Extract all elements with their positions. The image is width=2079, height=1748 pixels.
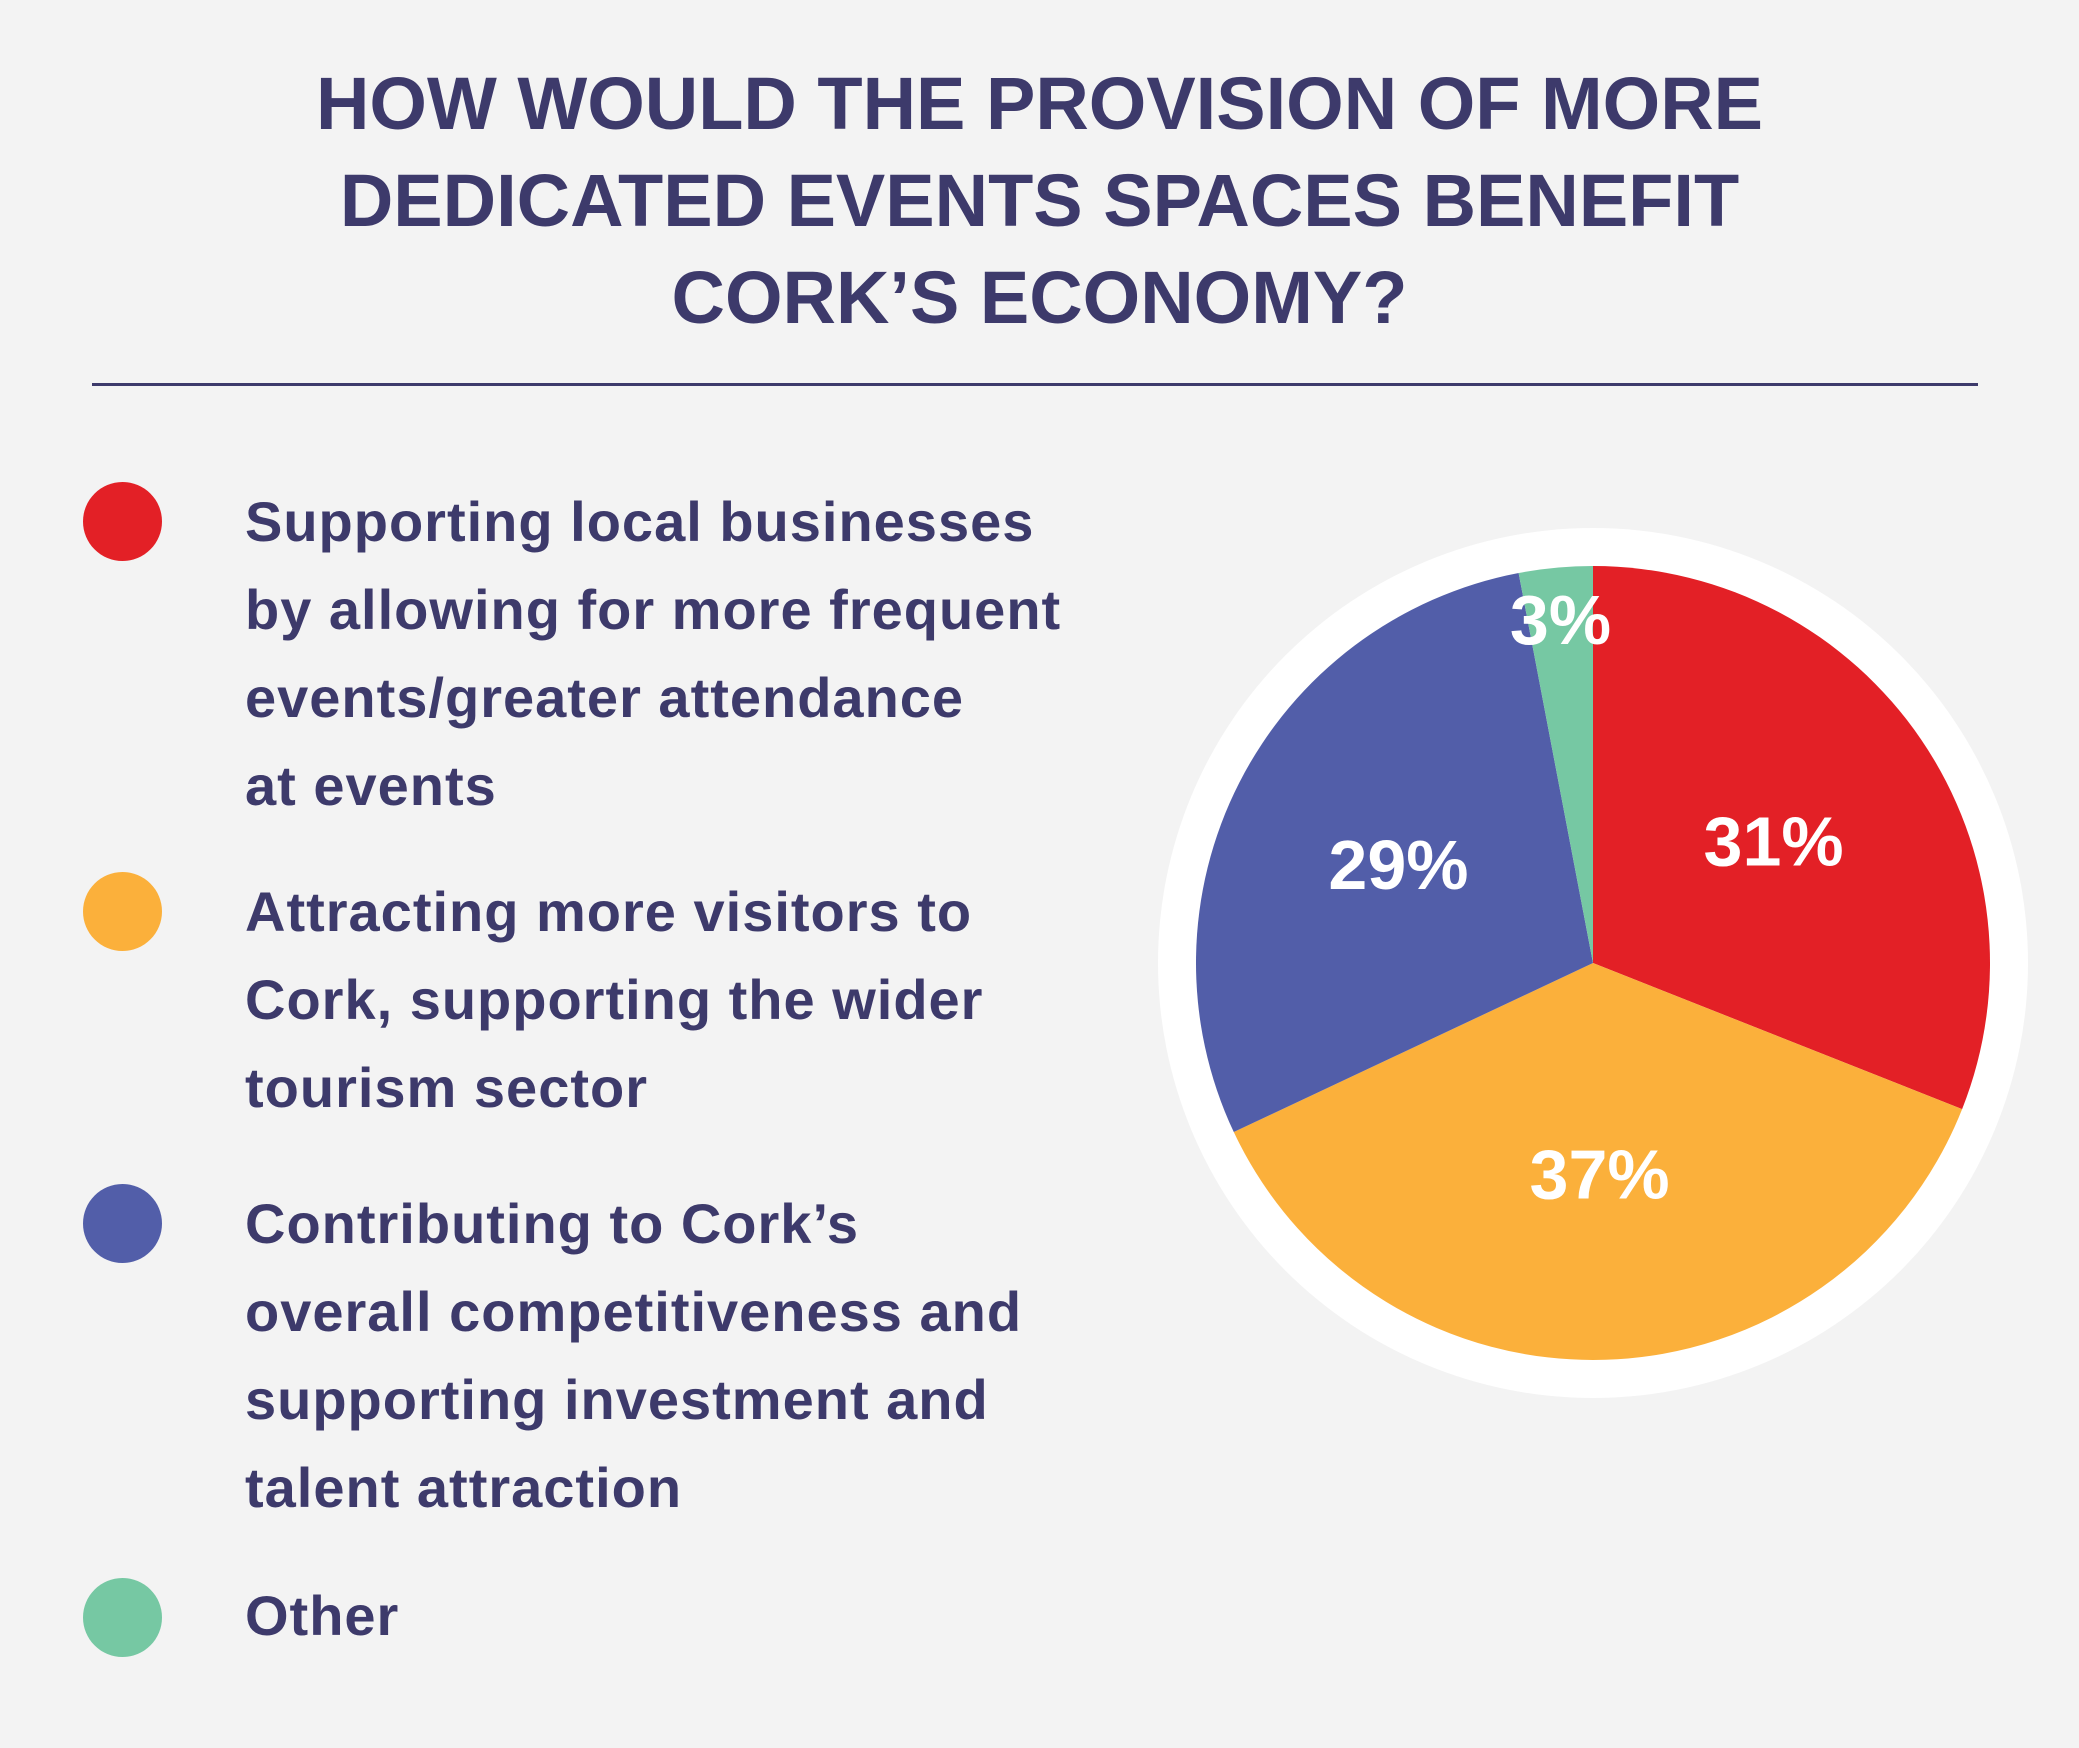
chart-title: HOW WOULD THE PROVISION OF MORE DEDICATE…: [0, 55, 2079, 346]
pie-slice: [1233, 963, 1963, 1361]
legend-line: by allowing for more frequent: [245, 578, 1062, 641]
pie-chart: 31% 37% 29% 3%: [1158, 528, 2028, 1398]
legend-label-other: Other: [245, 1572, 1245, 1660]
legend-line: tourism sector: [245, 1056, 648, 1119]
title-divider: [92, 383, 1978, 386]
pie-slice: [1593, 566, 1991, 1110]
legend-swatch-orange: [83, 872, 162, 951]
pie-slice-label: 3%: [1510, 581, 1611, 659]
pie-labels: 31% 37% 29% 3%: [1328, 581, 1843, 1213]
legend-line: Supporting local businesses: [245, 490, 1035, 553]
legend-line: Other: [245, 1584, 400, 1647]
legend-line: Cork, supporting the wider: [245, 968, 984, 1031]
legend-swatch-red: [83, 482, 162, 561]
legend-line: events/greater attendance: [245, 666, 965, 729]
legend-line: Attracting more visitors to: [245, 880, 973, 943]
legend-swatch-green: [83, 1578, 162, 1657]
pie-slice: [1195, 573, 1593, 1133]
pie-slice-label: 29%: [1328, 826, 1468, 904]
legend-label-competitiveness: Contributing to Cork’s overall competiti…: [245, 1180, 1245, 1532]
title-line-2: DEDICATED EVENTS SPACES BENEFIT: [339, 159, 1740, 242]
legend-line: talent attraction: [245, 1456, 683, 1519]
pie-slices: [1195, 566, 1991, 1361]
pie-slice-label: 37%: [1530, 1135, 1670, 1213]
pie-slice: [1518, 566, 1593, 963]
legend-swatch-blue: [83, 1184, 162, 1263]
pie-slice-label: 31%: [1704, 802, 1844, 880]
legend-line: supporting investment and: [245, 1368, 989, 1431]
legend-label-visitors: Attracting more visitors to Cork, suppor…: [245, 868, 1245, 1132]
legend-label-local-businesses: Supporting local businesses by allowing …: [245, 478, 1245, 830]
legend-line: Contributing to Cork’s: [245, 1192, 860, 1255]
legend-line: at events: [245, 754, 497, 817]
title-line-1: HOW WOULD THE PROVISION OF MORE: [315, 62, 1764, 145]
legend-line: overall competitiveness and: [245, 1280, 1023, 1343]
title-line-3: CORK’S ECONOMY?: [671, 256, 1408, 339]
